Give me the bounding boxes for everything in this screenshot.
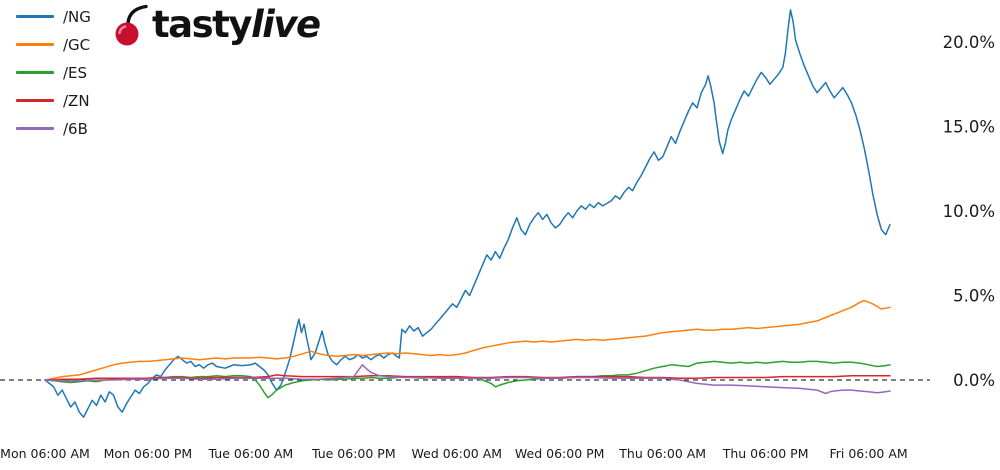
series-line-6b <box>44 364 891 395</box>
x-axis-tick-label: Mon 06:00 PM <box>104 446 193 461</box>
series-line-ng <box>44 9 891 418</box>
x-axis-tick-label: Thu 06:00 AM <box>618 446 706 461</box>
legend-label: /NG <box>63 7 91 26</box>
series-line-gc <box>44 299 891 381</box>
series-line-zn <box>44 374 891 381</box>
cherry-icon <box>115 4 148 46</box>
x-axis-tick-label: Tue 06:00 PM <box>311 446 396 461</box>
legend: /NG /GC /ES /ZN /6B <box>16 7 91 138</box>
gc-line-swatch <box>16 43 54 46</box>
legend-label: /GC <box>63 35 91 54</box>
x-axis-tick-label: Tue 06:00 AM <box>208 446 294 461</box>
brand-wordmark: tastylive <box>152 2 321 48</box>
ng-line-swatch <box>16 15 54 18</box>
x-axis-tick-label: Wed 06:00 AM <box>412 446 503 461</box>
x-axis-tick-label: Wed 06:00 PM <box>515 446 605 461</box>
zn-line-swatch <box>16 99 54 102</box>
legend-item-ng: /NG <box>16 7 91 26</box>
y-axis-tick-label: 10.0% <box>943 202 995 221</box>
x-axis-tick-label: Thu 06:00 PM <box>722 446 809 461</box>
x-axis-tick-label: Fri 06:00 AM <box>829 446 907 461</box>
tastylive-logo: tastylive <box>112 2 321 48</box>
x-axis-tick-label: Mon 06:00 AM <box>0 446 90 461</box>
6b-line-swatch <box>16 127 54 130</box>
legend-item-es: /ES <box>16 63 91 82</box>
y-axis-tick-label: 15.0% <box>943 118 995 137</box>
legend-label: /6B <box>63 119 88 138</box>
legend-label: /ES <box>63 63 88 82</box>
y-axis-tick-label: 5.0% <box>953 287 995 306</box>
legend-item-zn: /ZN <box>16 91 91 110</box>
y-axis-tick-label: 20.0% <box>943 33 995 52</box>
legend-label: /ZN <box>63 91 90 110</box>
legend-item-gc: /GC <box>16 35 91 54</box>
legend-item-6b: /6B <box>16 119 91 138</box>
y-axis-tick-label: 0.0% <box>953 371 995 390</box>
brand-tasty: tasty <box>152 3 252 46</box>
brand-live: live <box>250 3 321 46</box>
es-line-swatch <box>16 71 54 74</box>
